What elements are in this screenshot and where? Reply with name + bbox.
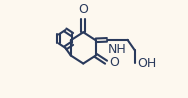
Text: O: O	[78, 3, 88, 16]
Text: NH: NH	[108, 43, 127, 56]
Text: O: O	[110, 56, 120, 69]
Text: OH: OH	[137, 57, 157, 70]
